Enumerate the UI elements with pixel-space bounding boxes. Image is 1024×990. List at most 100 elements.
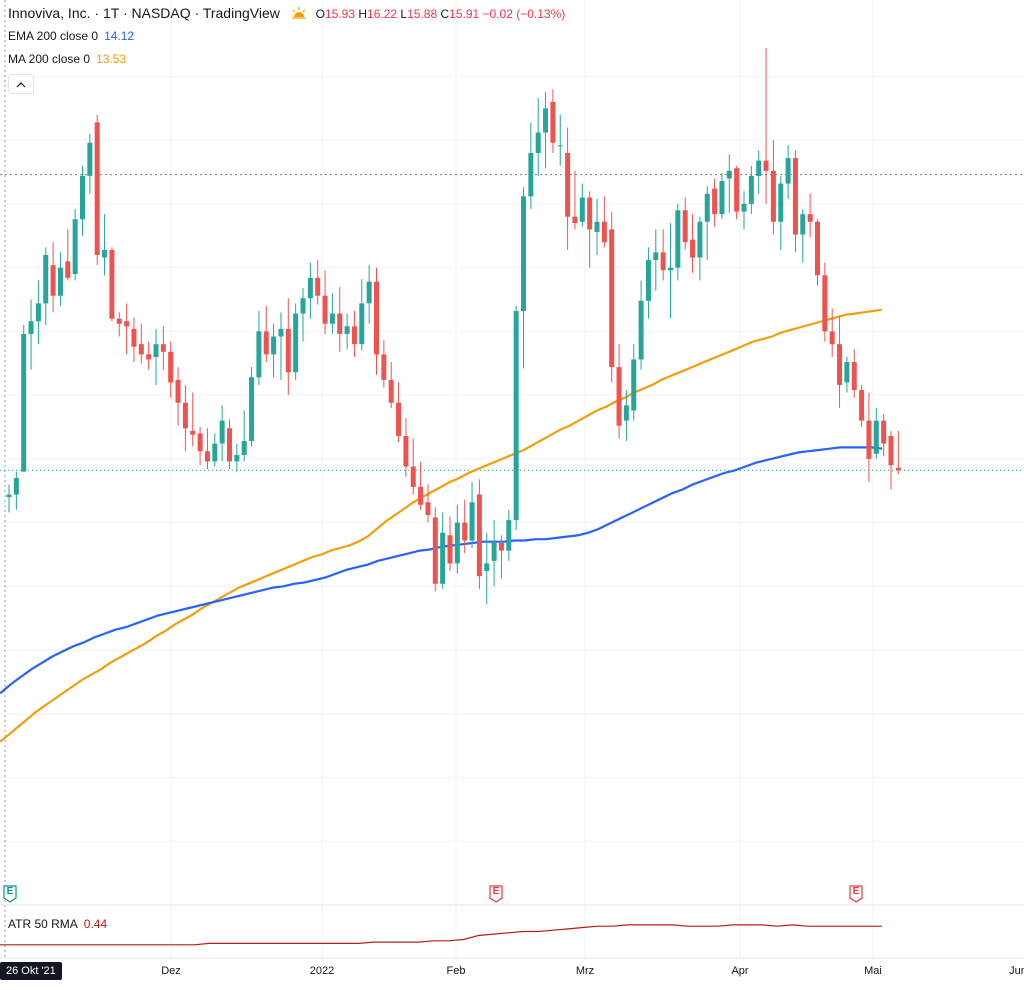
- candle: [469, 502, 475, 541]
- candle: [572, 216, 578, 224]
- time-axis-label: Jun: [1009, 965, 1024, 977]
- candle: [815, 221, 820, 276]
- candle: [631, 359, 637, 411]
- candle: [660, 252, 666, 271]
- candle: [447, 535, 453, 564]
- candle: [138, 344, 144, 355]
- candle: [859, 390, 865, 421]
- symbol-legend[interactable]: Innoviva, Inc. · 1T · NASDAQ · TradingVi…: [8, 5, 566, 21]
- symbol-name[interactable]: Innoviva, Inc.: [8, 5, 91, 21]
- candle: [616, 367, 622, 426]
- candle: [763, 160, 769, 171]
- candle: [579, 197, 585, 222]
- candle: [675, 210, 681, 268]
- interval-label[interactable]: 1T: [102, 5, 120, 21]
- candle: [697, 221, 703, 258]
- candle: [476, 494, 482, 577]
- atr-legend[interactable]: ATR 50 RMA 0.44: [8, 917, 107, 931]
- candle: [293, 313, 299, 373]
- time-axis-label: Mrz: [575, 965, 595, 977]
- candle: [792, 158, 798, 235]
- candle: [21, 333, 27, 472]
- candle: [241, 441, 247, 456]
- candle: [65, 261, 71, 278]
- candle: [28, 321, 34, 334]
- candle: [190, 430, 196, 435]
- candle: [227, 428, 232, 462]
- candle: [87, 142, 93, 176]
- time-axis-label: Dez: [161, 965, 181, 977]
- collapse-legend-button[interactable]: [8, 74, 34, 94]
- candle: [13, 477, 19, 495]
- candle: [403, 435, 409, 467]
- candle: [550, 101, 556, 143]
- time-axis-label: Apr: [731, 965, 749, 977]
- candle: [513, 311, 519, 521]
- ema-label: EMA 200 close 0: [8, 29, 99, 43]
- candle: [94, 122, 100, 255]
- candle: [418, 486, 424, 505]
- candle: [844, 362, 850, 383]
- atr-line: [0, 924, 882, 946]
- candle: [543, 108, 549, 133]
- candle: [594, 221, 600, 232]
- candle: [278, 328, 284, 337]
- candle: [234, 455, 240, 462]
- candle: [653, 252, 659, 261]
- candle: [748, 175, 754, 204]
- candle: [329, 313, 335, 324]
- candle: [351, 326, 357, 345]
- candle: [160, 344, 166, 352]
- candle: [300, 298, 306, 314]
- candle: [80, 175, 85, 220]
- candle: [778, 183, 784, 222]
- candle: [57, 267, 63, 296]
- atr-label: ATR 50 RMA: [8, 917, 78, 931]
- candle: [770, 170, 776, 222]
- candle: [204, 451, 210, 462]
- candle: [374, 281, 379, 355]
- candle: [102, 249, 108, 258]
- earnings-event-icon[interactable]: E: [3, 885, 17, 903]
- candle: [388, 379, 394, 403]
- earnings-event-icon[interactable]: E: [489, 885, 503, 903]
- candle: [366, 281, 372, 304]
- candle: [690, 239, 696, 258]
- earnings-event-icon[interactable]: E: [849, 885, 863, 903]
- exchange-label: NASDAQ: [131, 5, 191, 21]
- ema-legend[interactable]: EMA 200 close 0 14.12: [8, 29, 134, 43]
- candle: [734, 168, 740, 212]
- candle: [528, 152, 534, 197]
- candle: [219, 420, 225, 444]
- candle: [895, 467, 901, 471]
- candle: [315, 277, 321, 296]
- candle: [521, 196, 526, 312]
- candle: [704, 193, 710, 222]
- ma-200-line: [0, 308, 883, 743]
- candle: [645, 260, 651, 301]
- candle: [153, 344, 159, 357]
- candle: [484, 563, 490, 572]
- candle: [726, 170, 732, 179]
- candle: [131, 328, 137, 347]
- candle: [712, 188, 718, 215]
- ohlc-values: O15.93 H16.22 L15.88 C15.91 −0.02 (−0.13…: [315, 7, 566, 21]
- candle: [851, 362, 857, 391]
- candle: [50, 265, 56, 296]
- candle: [601, 221, 607, 243]
- ma-legend[interactable]: MA 200 close 0 13.53: [8, 52, 126, 66]
- candle: [396, 402, 402, 436]
- candle: [175, 379, 181, 403]
- candle: [822, 275, 828, 332]
- candle: [168, 351, 174, 383]
- candle: [6, 494, 12, 498]
- candle: [719, 181, 725, 215]
- candle: [256, 331, 262, 378]
- candle: [866, 420, 872, 459]
- candle: [741, 203, 747, 212]
- candle: [35, 303, 41, 322]
- change-value: −0.02 (−0.13%): [482, 7, 566, 21]
- candle: [410, 466, 416, 487]
- time-axis-label: 2022: [309, 965, 335, 977]
